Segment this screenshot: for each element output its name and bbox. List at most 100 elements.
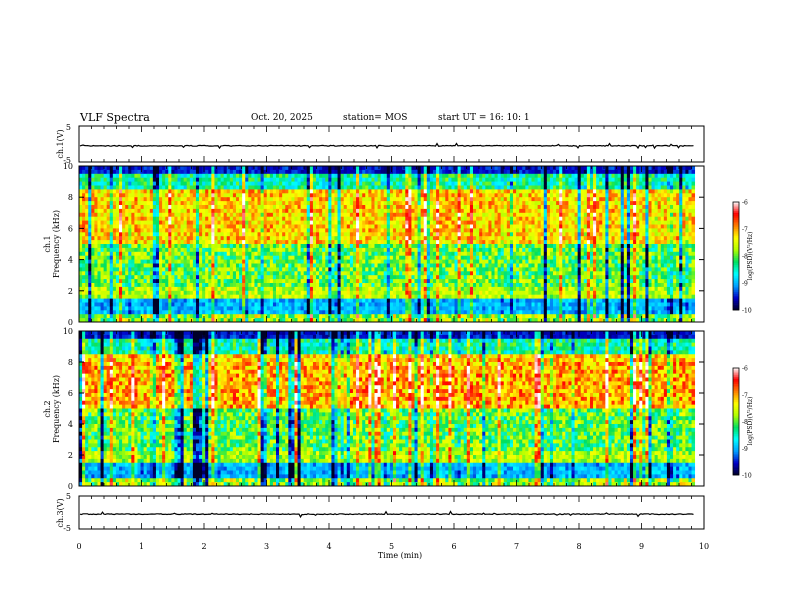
- spectrogram-cell: [214, 298, 218, 303]
- spectrogram-cell: [143, 247, 148, 253]
- spectrogram-cell: [106, 302, 111, 307]
- spectrogram-cell: [82, 173, 86, 179]
- spectrogram-cell: [251, 306, 255, 311]
- spectrogram-cell: [371, 255, 375, 260]
- spectrogram-cell: [162, 298, 166, 303]
- spectrogram-cell: [146, 306, 151, 311]
- spectrogram-cell: [248, 236, 252, 241]
- spectrogram-cell: [436, 283, 440, 288]
- spectrogram-cell: [389, 197, 394, 202]
- spectrogram-cell: [312, 271, 317, 276]
- spectrogram-cell: [297, 290, 302, 296]
- spectrogram-cell: [445, 302, 449, 307]
- spectrogram-cell: [239, 306, 243, 311]
- spectrogram-cell: [285, 247, 289, 253]
- spectrogram-cell: [288, 220, 292, 225]
- spectrogram-cell: [242, 286, 246, 292]
- spectrogram-cell: [137, 166, 141, 171]
- spectrogram-cell: [195, 286, 200, 292]
- spectrogram-cell: [396, 201, 400, 206]
- spectrogram-cell: [177, 228, 181, 233]
- spectrogram-cell: [146, 310, 151, 315]
- spectrogram-cell: [260, 208, 265, 214]
- spectrogram-cell: [257, 189, 262, 194]
- spectrogram-cell: [368, 244, 372, 249]
- spectrogram-cell: [94, 197, 98, 202]
- spectrogram-cell: [235, 220, 240, 225]
- spectrogram-cell: [442, 201, 446, 206]
- spectrogram-cell: [205, 290, 209, 296]
- spectrogram-cell: [152, 208, 157, 214]
- spectrogram-cell: [94, 189, 98, 194]
- spectrogram-cell: [88, 314, 92, 319]
- spectrogram-cell: [94, 240, 98, 245]
- spectrogram-cell: [180, 306, 185, 311]
- spectrogram-cell: [85, 216, 89, 221]
- spectrogram-cell: [177, 169, 181, 175]
- spectrogram-cell: [257, 232, 262, 237]
- spectrogram-cell: [331, 294, 335, 299]
- spectrogram-cell: [457, 185, 462, 190]
- spectrogram-cell: [285, 177, 289, 182]
- spectrogram-cell: [272, 263, 277, 268]
- spectrogram-cell: [417, 169, 422, 175]
- spectrogram-cell: [362, 318, 366, 323]
- spectrogram-cell: [125, 271, 129, 276]
- spectrogram-cell: [411, 251, 415, 257]
- spectrogram-cell: [282, 310, 286, 315]
- spectrogram-cell: [417, 294, 422, 299]
- spectrogram-cell: [352, 255, 357, 260]
- spectrogram-cell: [405, 306, 409, 311]
- spectrogram-cell: [131, 193, 135, 198]
- spectrogram-cell: [239, 263, 243, 268]
- spectrogram-cell: [448, 286, 452, 292]
- spectrogram-cell: [180, 275, 185, 280]
- spectrogram-cell: [223, 267, 228, 272]
- spectrogram-cell: [442, 197, 446, 202]
- spectrogram-cell: [340, 290, 345, 296]
- spectrogram-cell: [254, 208, 258, 214]
- spectrogram-cell: [399, 294, 403, 299]
- spectrogram-cell: [436, 208, 440, 214]
- spectrogram-cell: [103, 189, 108, 194]
- spectrogram-cell: [208, 201, 212, 206]
- spectrogram-cell: [402, 302, 406, 307]
- spectrogram-cell: [155, 247, 160, 253]
- spectrogram-cell: [445, 181, 449, 186]
- spectrogram-cell: [168, 166, 172, 171]
- spectrogram-cell: [451, 251, 455, 257]
- spectrogram-cell: [115, 208, 120, 214]
- spectrogram-cell: [306, 286, 311, 292]
- spectrogram-cell: [352, 283, 357, 288]
- spectrogram-cell: [155, 306, 160, 311]
- spectrogram-cell: [325, 181, 329, 186]
- spectrogram-cell: [217, 240, 221, 245]
- spectrogram-cell: [168, 181, 172, 186]
- spectrogram-cell: [180, 251, 185, 257]
- spectrogram-cell: [199, 263, 203, 268]
- spectrogram-cell: [374, 283, 378, 288]
- spectrogram-cell: [282, 302, 286, 307]
- spectrogram-cell: [300, 240, 305, 245]
- spectrogram-cell: [177, 314, 181, 319]
- spectrogram-cell: [242, 244, 246, 249]
- spectrogram-cell: [454, 310, 459, 315]
- spectrogram-cell: [312, 259, 317, 264]
- spectrogram-cell: [408, 212, 412, 218]
- spectrogram-cell: [331, 314, 335, 319]
- spectrogram-cell: [291, 283, 295, 288]
- spectrogram-cell: [174, 205, 178, 210]
- spectrogram-cell: [386, 224, 391, 229]
- spectrogram-cell: [119, 189, 123, 194]
- spectrogram-cell: [399, 283, 403, 288]
- spectrogram-cell: [429, 205, 434, 210]
- spectrogram-cell: [309, 294, 314, 299]
- spectrogram-cell: [192, 259, 197, 264]
- spectrogram-cell: [322, 279, 326, 284]
- spectrogram-cell: [125, 259, 129, 264]
- spectrogram-cell: [143, 314, 148, 319]
- spectrogram-cell: [189, 279, 194, 284]
- spectrogram-cell: [149, 232, 154, 237]
- spectrogram-cell: [374, 286, 378, 292]
- spectrogram-cell: [337, 283, 342, 288]
